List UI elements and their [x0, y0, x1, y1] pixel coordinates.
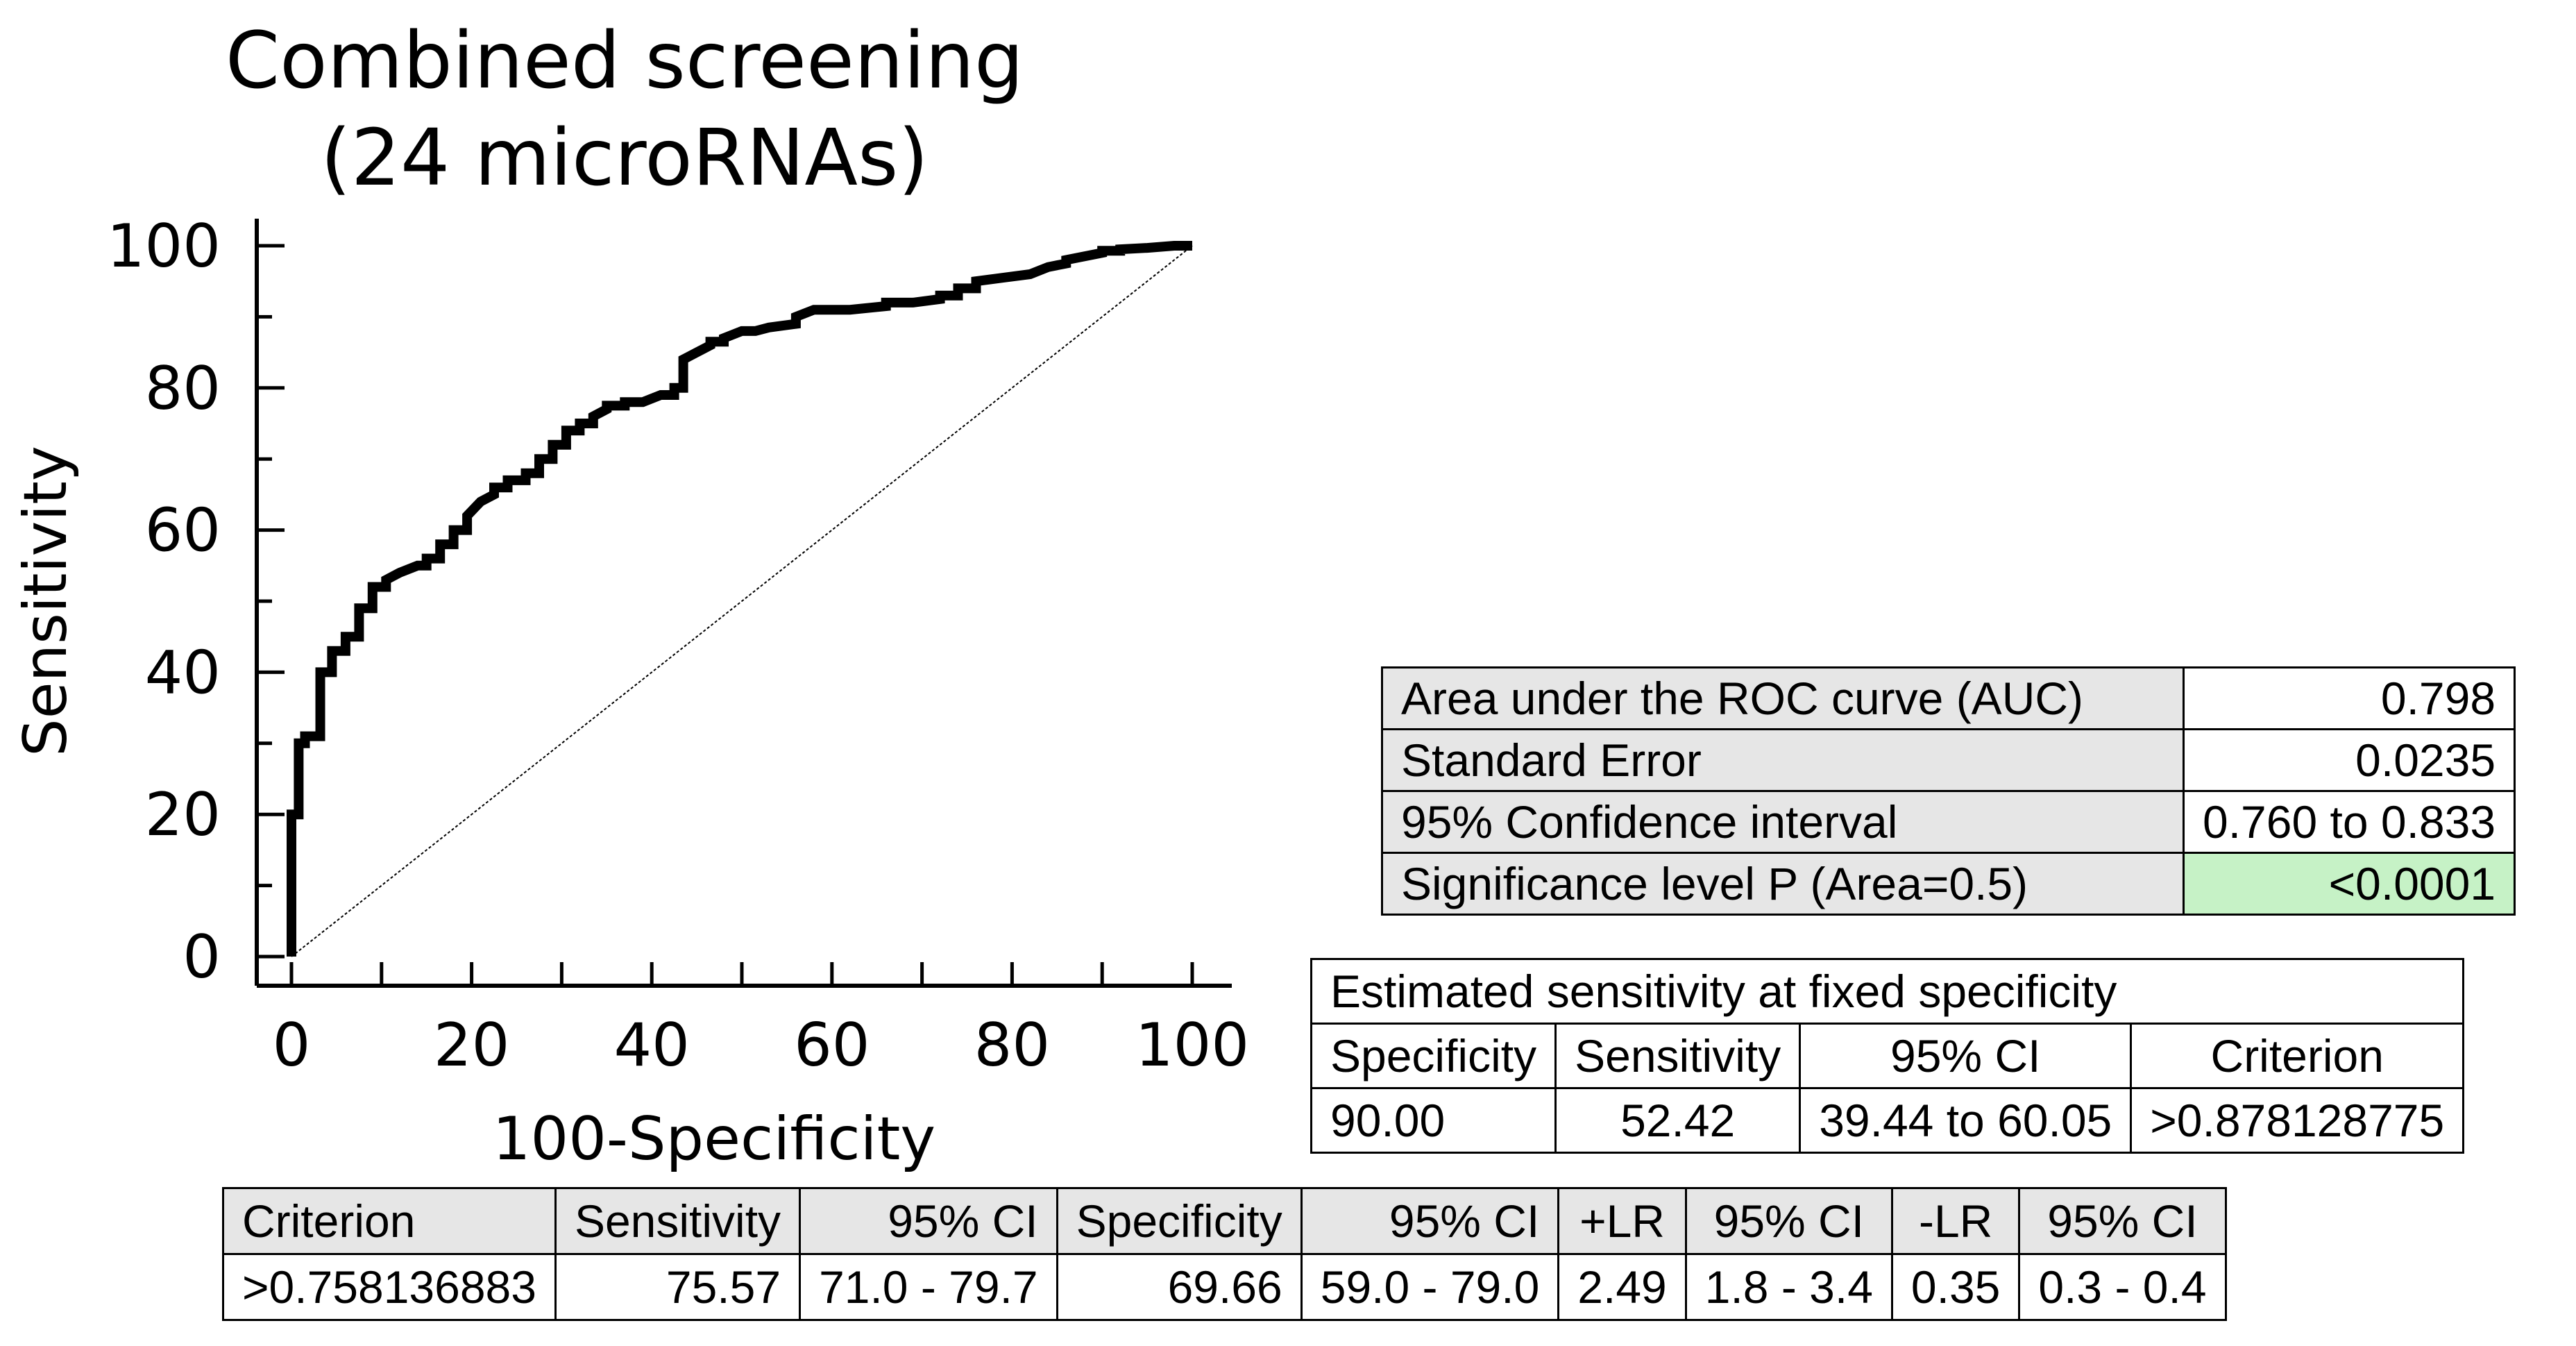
y-tick-label: 20: [145, 780, 221, 850]
x-tick-label: 40: [613, 1011, 689, 1080]
criterion-data-cell: 1.8 - 3.4: [1684, 1253, 1893, 1321]
criterion-data-cell: 75.57: [554, 1253, 802, 1321]
fixed-data-cell: 52.42: [1554, 1087, 1802, 1154]
fixed-caption: Estimated sensitivity at fixed specifici…: [1310, 958, 2465, 1025]
reference-diagonal-line: [291, 245, 1193, 957]
p-value: <0.0001: [2182, 852, 2516, 916]
criterion-header-cell: Sensitivity: [554, 1187, 802, 1255]
fixed-header-cell: Criterion: [2130, 1023, 2465, 1089]
roc-chart: 0 20 40 60 80 100 0 20 40 60 80 100 Sensitivity 100…: [11, 212, 1249, 1174]
y-tick-label: 80: [145, 354, 221, 423]
criterion-data-cell: 71.0 - 79.7: [799, 1253, 1058, 1321]
fixed-caption-row: Estimated sensitivity at fixed specifici…: [1310, 958, 2465, 1025]
x-axis-title: 100-Specificity: [493, 1104, 935, 1174]
fixed-header-cell: Specificity: [1310, 1023, 1557, 1089]
criterion-data-cell: >0.758136883: [222, 1253, 557, 1321]
ci-value: 0.760 to 0.833: [2182, 790, 2516, 854]
fixed-data-cell: >0.878128775: [2130, 1087, 2465, 1154]
auc-summary-table: Area under the ROC curve (AUC) 0.798 Sta…: [1381, 666, 2516, 916]
criterion-data-cell: 0.3 - 0.4: [2018, 1253, 2227, 1321]
criterion-data-cell: 0.35: [1890, 1253, 2021, 1321]
chart-title-line-1: Combined screening: [225, 16, 1024, 106]
criterion-header-cell: -LR: [1890, 1187, 2021, 1255]
x-tick-label: 60: [794, 1011, 870, 1080]
y-tick-label: 40: [145, 638, 221, 707]
ticks: 0 20 40 60 80 100 0 20 40 60 80 100: [107, 212, 1249, 1080]
criterion-header-cell: 95% CI: [1684, 1187, 1893, 1255]
auc-row: Area under the ROC curve (AUC) 0.798: [1381, 666, 2516, 730]
auc-value: 0.798: [2182, 666, 2516, 730]
x-tick-label: 80: [974, 1011, 1050, 1080]
ci-row: 95% Confidence interval 0.760 to 0.833: [1381, 790, 2516, 854]
fixed-header-cell: Sensitivity: [1554, 1023, 1802, 1089]
ci-label: 95% Confidence interval: [1381, 790, 2185, 854]
x-tick-label: 100: [1135, 1011, 1249, 1080]
criterion-data-cell: 69.66: [1056, 1253, 1303, 1321]
y-tick-label: 100: [107, 212, 221, 281]
x-tick-label: 20: [434, 1011, 509, 1080]
x-tick-label: 0: [273, 1011, 311, 1080]
se-value: 0.0235: [2182, 728, 2516, 792]
p-label: Significance level P (Area=0.5): [1381, 852, 2185, 916]
criterion-header-row: Criterion Sensitivity 95% CI Specificity…: [222, 1187, 2227, 1255]
se-label: Standard Error: [1381, 728, 2185, 792]
fixed-data-cell: 39.44 to 60.05: [1799, 1087, 2133, 1154]
criterion-data-cell: 59.0 - 79.0: [1300, 1253, 1560, 1321]
fixed-data-row: 90.00 52.42 39.44 to 60.05 >0.878128775: [1310, 1087, 2465, 1154]
roc-curve: [287, 241, 1192, 957]
p-row: Significance level P (Area=0.5) <0.0001: [1381, 852, 2516, 916]
criterion-header-cell: +LR: [1557, 1187, 1687, 1255]
fixed-header-row: Specificity Sensitivity 95% CI Criterion: [1310, 1023, 2465, 1089]
criterion-data-row: >0.758136883 75.57 71.0 - 79.7 69.66 59.…: [222, 1253, 2227, 1321]
y-axis-title: Sensitivity: [11, 446, 80, 757]
criterion-header-cell: Specificity: [1056, 1187, 1303, 1255]
criterion-table: Criterion Sensitivity 95% CI Specificity…: [222, 1187, 2227, 1321]
chart-title: Combined screening (24 microRNAs): [173, 12, 1076, 207]
criterion-header-cell: Criterion: [222, 1187, 557, 1255]
y-tick-label: 60: [145, 496, 221, 566]
criterion-header-cell: 95% CI: [799, 1187, 1058, 1255]
criterion-data-cell: 2.49: [1557, 1253, 1687, 1321]
fixed-data-cell: 90.00: [1310, 1087, 1557, 1154]
criterion-header-cell: 95% CI: [1300, 1187, 1560, 1255]
fixed-specificity-table: Estimated sensitivity at fixed specifici…: [1310, 958, 2465, 1154]
fixed-header-cell: 95% CI: [1799, 1023, 2133, 1089]
se-row: Standard Error 0.0235: [1381, 728, 2516, 792]
criterion-header-cell: 95% CI: [2018, 1187, 2227, 1255]
auc-label: Area under the ROC curve (AUC): [1381, 666, 2185, 730]
y-tick-label: 0: [183, 923, 221, 992]
chart-title-line-2: (24 microRNAs): [321, 113, 929, 203]
